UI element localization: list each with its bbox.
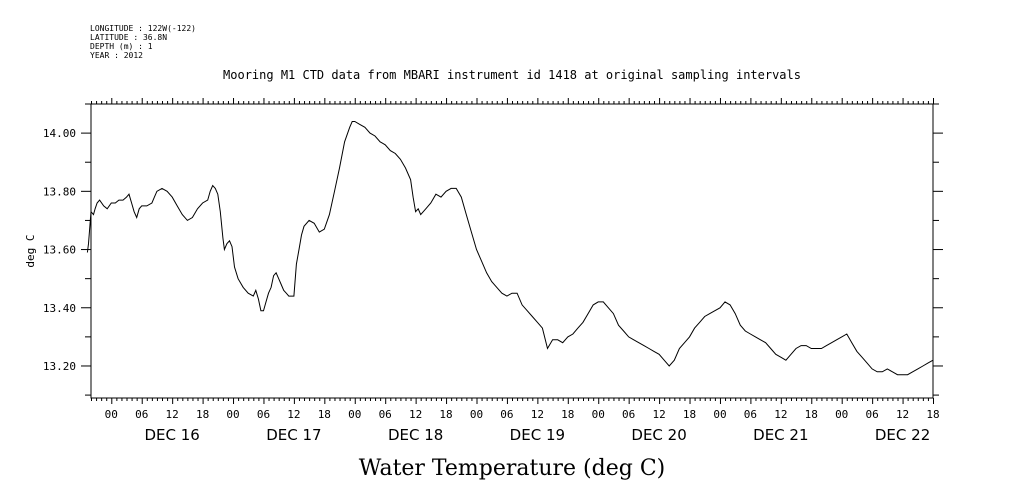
temperature-series-line <box>86 121 934 376</box>
minor-ticks <box>91 98 934 404</box>
x-day-label: DEC 20 <box>631 426 686 444</box>
x-axis-label: Water Temperature (deg C) <box>359 456 666 481</box>
x-hour-label: 18 <box>439 408 452 421</box>
x-hour-label: 18 <box>196 408 209 421</box>
x-hour-label: 18 <box>561 408 574 421</box>
x-hour-label: 06 <box>257 408 270 421</box>
x-hour-label: 06 <box>500 408 513 421</box>
x-day-label: DEC 21 <box>753 426 808 444</box>
meta-latitude: LATITUDE : 36.8N <box>90 33 167 42</box>
x-hour-label: 18 <box>318 408 331 421</box>
chart-title: Mooring M1 CTD data from MBARI instrumen… <box>223 68 801 82</box>
x-hour-label: 06 <box>135 408 148 421</box>
x-hour-label: 00 <box>470 408 483 421</box>
meta-year: YEAR : 2012 <box>90 51 143 60</box>
x-hour-label: 00 <box>592 408 605 421</box>
x-day-label: DEC 19 <box>510 426 565 444</box>
x-hour-label: 18 <box>683 408 696 421</box>
x-hour-label: 00 <box>835 408 848 421</box>
x-hour-label: 12 <box>774 408 787 421</box>
x-hour-label: 06 <box>622 408 635 421</box>
meta-depth: DEPTH (m) : 1 <box>90 42 153 51</box>
x-hour-label: 00 <box>713 408 726 421</box>
x-day-label: DEC 16 <box>144 426 199 444</box>
x-day-label: DEC 18 <box>388 426 443 444</box>
x-hour-label: 12 <box>531 408 544 421</box>
y-tick-label: 14.00 <box>43 127 76 140</box>
x-hour-label: 12 <box>287 408 300 421</box>
x-hour-label: 00 <box>105 408 118 421</box>
x-hour-label: 18 <box>805 408 818 421</box>
x-hour-label: 12 <box>896 408 909 421</box>
x-hour-label: 06 <box>379 408 392 421</box>
x-day-label: DEC 17 <box>266 426 321 444</box>
y-tick-label: 13.80 <box>43 185 76 198</box>
y-tick-label: 13.40 <box>43 302 76 315</box>
plot-frame <box>90 103 934 399</box>
x-hour-label: 12 <box>652 408 665 421</box>
x-hour-label: 06 <box>744 408 757 421</box>
y-axis: 13.20 13.40 13.60 13.80 14.00 <box>43 103 943 396</box>
x-hour-label: 00 <box>226 408 239 421</box>
x-hour-label: 06 <box>866 408 879 421</box>
x-axis: 00 06 12 18 00 06 12 18 00 06 12 18 00 06 12 18 00 06 12 18… <box>105 408 940 444</box>
y-axis-label: deg C <box>24 234 37 267</box>
x-day-label: DEC 22 <box>875 426 930 444</box>
y-tick-label: 13.60 <box>43 244 76 257</box>
x-hour-label: 12 <box>409 408 422 421</box>
x-hour-label: 12 <box>166 408 179 421</box>
meta-longitude: LONGITUDE : 122W(-122) <box>90 24 196 33</box>
y-tick-label: 13.20 <box>43 360 76 373</box>
x-hour-label: 00 <box>348 408 361 421</box>
metadata-block: LONGITUDE : 122W(-122) LATITUDE : 36.8N … <box>90 24 196 60</box>
x-hour-label: 18 <box>926 408 939 421</box>
